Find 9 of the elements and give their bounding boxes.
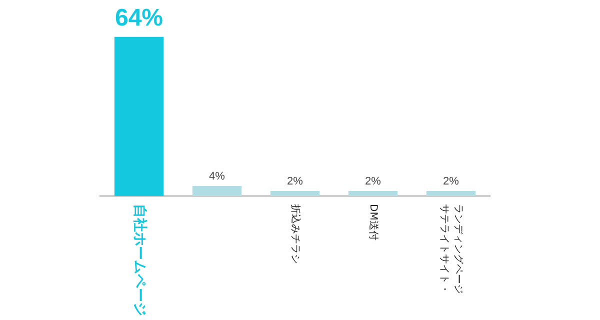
data-label: 64% <box>114 4 164 32</box>
x-tick-label: 折込みチラシ <box>289 204 302 264</box>
data-label: 2% <box>365 176 382 188</box>
data-label: 2% <box>287 176 304 188</box>
x-tick-label: DM送付 <box>367 204 380 240</box>
x-tick-label: ランディングページサテライトサイト・ <box>438 204 464 294</box>
data-label: 4% <box>209 170 226 183</box>
data-label: 2% <box>443 176 460 188</box>
x-tick-label: 自社ホームページ <box>131 204 148 316</box>
